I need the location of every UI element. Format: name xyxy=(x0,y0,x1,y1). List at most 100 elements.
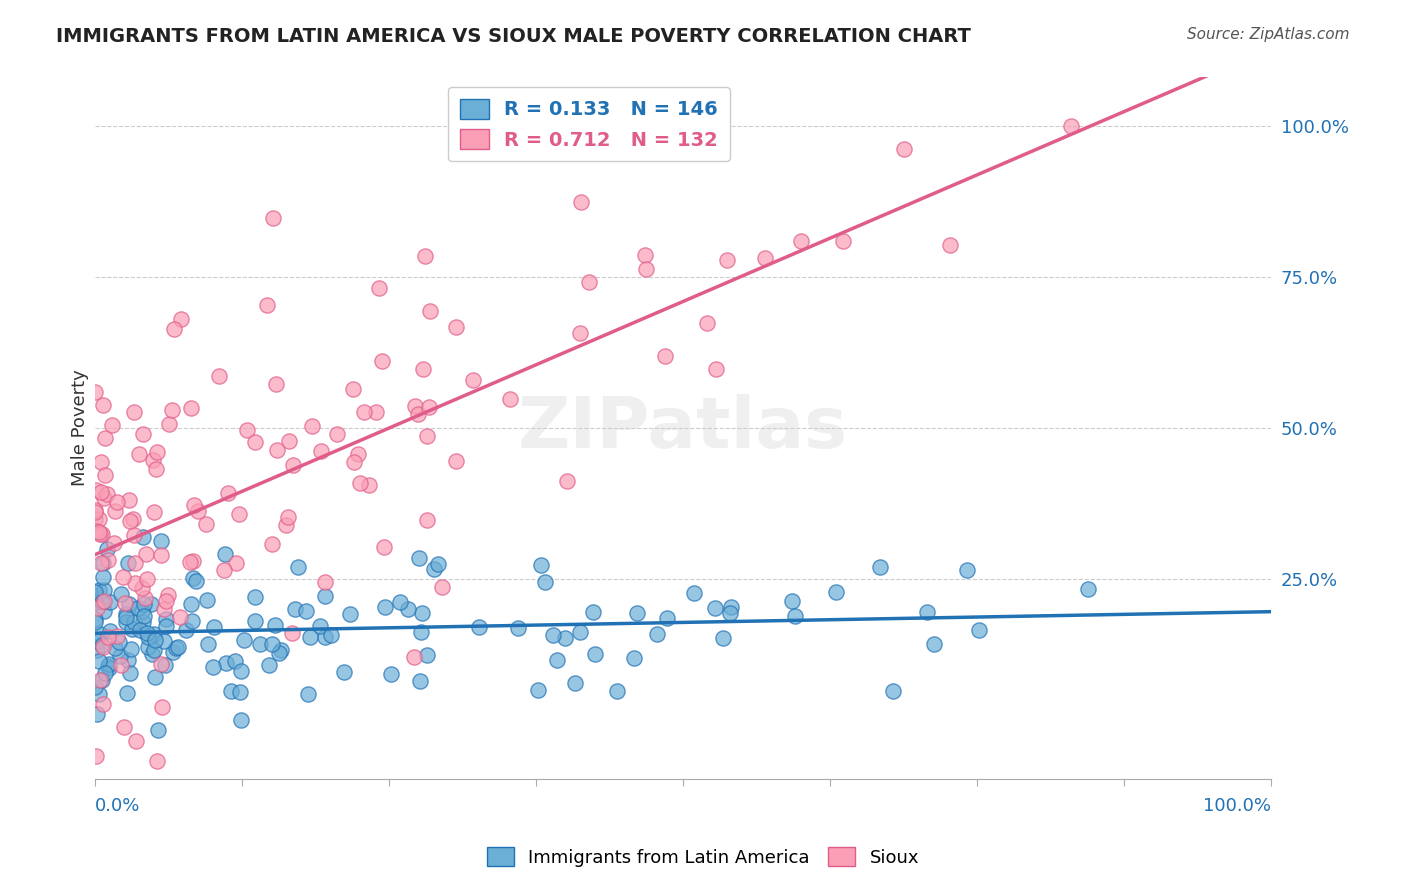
Point xyxy=(333,665,356,679)
Point xyxy=(169,609,191,624)
Point xyxy=(967,623,990,637)
Text: 0.0%: 0.0% xyxy=(94,797,141,815)
Point xyxy=(87,633,110,648)
Point xyxy=(142,505,165,519)
Y-axis label: Male Poverty: Male Poverty xyxy=(72,370,89,486)
Point xyxy=(89,557,111,571)
Point xyxy=(569,625,592,640)
Point xyxy=(98,624,121,638)
Point xyxy=(118,597,141,611)
Point xyxy=(217,486,239,500)
Point xyxy=(114,610,136,624)
Point xyxy=(229,685,252,699)
Point xyxy=(346,447,368,461)
Point xyxy=(314,589,336,603)
Point xyxy=(143,627,166,641)
Point xyxy=(569,194,592,209)
Point xyxy=(117,653,139,667)
Point xyxy=(141,647,163,661)
Point xyxy=(634,262,657,277)
Point xyxy=(98,595,121,609)
Point xyxy=(84,503,107,517)
Point xyxy=(124,575,146,590)
Point xyxy=(96,487,118,501)
Point xyxy=(657,611,679,625)
Point xyxy=(142,453,165,467)
Point xyxy=(91,640,114,654)
Point xyxy=(89,673,111,687)
Point xyxy=(111,570,134,584)
Point xyxy=(89,627,111,641)
Point xyxy=(108,635,131,649)
Point xyxy=(150,699,173,714)
Point xyxy=(84,505,107,519)
Point xyxy=(353,405,375,419)
Point xyxy=(163,321,186,335)
Point xyxy=(167,640,190,655)
Point xyxy=(326,427,349,442)
Point xyxy=(508,622,530,636)
Point xyxy=(267,646,290,660)
Point xyxy=(131,582,153,596)
Point xyxy=(118,666,141,681)
Point xyxy=(202,660,225,674)
Point xyxy=(263,617,285,632)
Point xyxy=(224,654,246,668)
Point xyxy=(84,585,107,599)
Point xyxy=(135,547,157,561)
Point xyxy=(96,658,118,673)
Point xyxy=(148,723,170,738)
Point xyxy=(87,654,110,668)
Point xyxy=(152,602,174,616)
Point xyxy=(427,557,450,571)
Point xyxy=(416,648,439,662)
Point xyxy=(115,607,138,621)
Point xyxy=(110,657,132,672)
Point xyxy=(132,530,155,544)
Point xyxy=(219,684,242,698)
Legend: R = 0.133   N = 146, R = 0.712   N = 132: R = 0.133 N = 146, R = 0.712 N = 132 xyxy=(449,87,730,161)
Point xyxy=(266,442,288,457)
Point xyxy=(546,653,568,667)
Point xyxy=(114,596,136,610)
Point xyxy=(409,624,432,639)
Point xyxy=(301,419,323,434)
Point xyxy=(165,641,187,656)
Point xyxy=(380,667,402,681)
Point xyxy=(90,595,112,609)
Point xyxy=(444,454,467,468)
Point xyxy=(243,614,266,628)
Point xyxy=(277,509,299,524)
Point xyxy=(149,657,172,671)
Point xyxy=(186,574,208,588)
Point xyxy=(83,615,105,630)
Point xyxy=(468,620,491,634)
Point xyxy=(718,606,741,620)
Point xyxy=(91,698,114,712)
Point xyxy=(101,418,124,433)
Point xyxy=(149,549,172,563)
Point xyxy=(136,630,159,644)
Point xyxy=(93,431,115,445)
Point xyxy=(87,582,110,597)
Point xyxy=(754,251,776,265)
Point xyxy=(145,754,167,768)
Point xyxy=(117,556,139,570)
Point xyxy=(128,623,150,637)
Point xyxy=(86,643,108,657)
Point xyxy=(155,612,177,626)
Point xyxy=(409,674,432,689)
Point xyxy=(869,560,891,574)
Point xyxy=(83,589,105,603)
Point xyxy=(277,434,299,449)
Point xyxy=(243,591,266,605)
Point xyxy=(432,580,454,594)
Point xyxy=(181,570,204,584)
Point xyxy=(882,684,904,698)
Point xyxy=(120,514,142,528)
Point xyxy=(195,592,218,607)
Point xyxy=(314,575,336,590)
Point xyxy=(155,619,177,633)
Point xyxy=(183,498,205,512)
Point xyxy=(554,631,576,645)
